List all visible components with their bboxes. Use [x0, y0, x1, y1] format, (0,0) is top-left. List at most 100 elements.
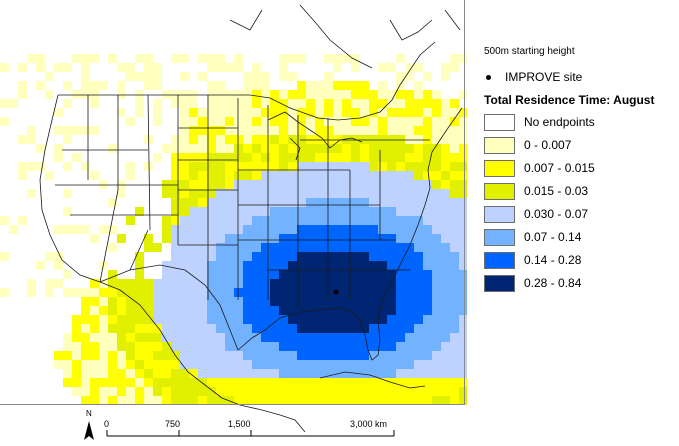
grid-cell: [153, 279, 162, 288]
grid-cell: [333, 270, 342, 279]
grid-cell: [369, 234, 378, 243]
grid-cell: [342, 297, 351, 306]
grid-cell: [333, 315, 342, 324]
grid-cell: [432, 171, 441, 180]
grid-cell: [261, 288, 270, 297]
grid-cell: [432, 99, 441, 108]
grid-cell: [306, 207, 315, 216]
grid-cell: [450, 198, 459, 207]
grid-cell: [414, 135, 423, 144]
grid-cell: [342, 162, 351, 171]
grid-cell: [297, 342, 306, 351]
grid-cell: [432, 279, 441, 288]
grid-cell: [432, 396, 441, 405]
grid-cell: [297, 225, 306, 234]
grid-cell: [378, 108, 387, 117]
grid-cell: [423, 315, 432, 324]
grid-cell: [396, 135, 405, 144]
grid-cell: [288, 288, 297, 297]
grid-cell: [351, 63, 360, 72]
grid-cell: [0, 288, 9, 297]
grid-cell: [360, 261, 369, 270]
grid-cell: [252, 342, 261, 351]
grid-cell: [351, 189, 360, 198]
grid-cell: [405, 243, 414, 252]
grid-cell: [288, 243, 297, 252]
grid-cell: [135, 72, 144, 81]
grid-cell: [369, 306, 378, 315]
scale-tick-750: 750: [165, 419, 180, 429]
grid-cell: [90, 99, 99, 108]
grid-cell: [351, 81, 360, 90]
grid-cell: [270, 144, 279, 153]
grid-cell: [279, 270, 288, 279]
grid-cell: [396, 117, 405, 126]
grid-cell: [279, 207, 288, 216]
grid-cell: [288, 126, 297, 135]
grid-cell: [441, 270, 450, 279]
grid-cell: [378, 396, 387, 405]
grid-cell: [315, 180, 324, 189]
grid-cell: [405, 216, 414, 225]
grid-cell: [360, 342, 369, 351]
grid-cell: [288, 135, 297, 144]
grid-cell: [288, 315, 297, 324]
grid-cell: [144, 315, 153, 324]
grid-cell: [441, 378, 450, 387]
grid-cell: [378, 342, 387, 351]
grid-cell: [405, 279, 414, 288]
grid-cell: [288, 108, 297, 117]
grid-cell: [378, 297, 387, 306]
grid-cell: [351, 162, 360, 171]
grid-cell: [378, 207, 387, 216]
grid-cell: [324, 306, 333, 315]
grid-cell: [27, 288, 36, 297]
grid-cell: [171, 153, 180, 162]
grid-cell: [225, 153, 234, 162]
grid-cell: [216, 216, 225, 225]
grid-cell: [459, 180, 467, 189]
grid-cell: [396, 333, 405, 342]
grid-cell: [405, 387, 414, 396]
grid-cell: [432, 315, 441, 324]
grid-cell: [144, 162, 153, 171]
grid-cell: [342, 387, 351, 396]
grid-cell: [396, 387, 405, 396]
grid-cell: [351, 297, 360, 306]
grid-cell: [99, 396, 108, 405]
grid-cell: [414, 279, 423, 288]
grid-cell: [189, 90, 198, 99]
grid-cell: [405, 378, 414, 387]
grid-cell: [198, 315, 207, 324]
grid-cell: [306, 108, 315, 117]
grid-cell: [54, 351, 63, 360]
grid-cell: [171, 171, 180, 180]
grid-cell: [189, 324, 198, 333]
grid-cell: [279, 153, 288, 162]
grid-cell: [369, 288, 378, 297]
grid-cell: [360, 171, 369, 180]
grid-cell: [450, 216, 459, 225]
grid-cell: [234, 99, 243, 108]
grid-cell: [405, 90, 414, 99]
grid-cell: [126, 171, 135, 180]
grid-cell: [252, 234, 261, 243]
grid-cell: [180, 117, 189, 126]
grid-cell: [414, 270, 423, 279]
grid-cell: [90, 378, 99, 387]
grid-cell: [369, 153, 378, 162]
grid-cell: [297, 234, 306, 243]
grid-cell: [459, 387, 467, 396]
grid-cell: [297, 135, 306, 144]
grid-cell: [450, 162, 459, 171]
grid-cell: [306, 315, 315, 324]
grid-cell: [342, 315, 351, 324]
grid-cell: [126, 72, 135, 81]
grid-cell: [441, 369, 450, 378]
grid-cell: [450, 396, 459, 405]
grid-cell: [234, 207, 243, 216]
grid-cell: [360, 144, 369, 153]
grid-cell: [153, 360, 162, 369]
grid-cell: [441, 243, 450, 252]
grid-cell: [207, 387, 216, 396]
